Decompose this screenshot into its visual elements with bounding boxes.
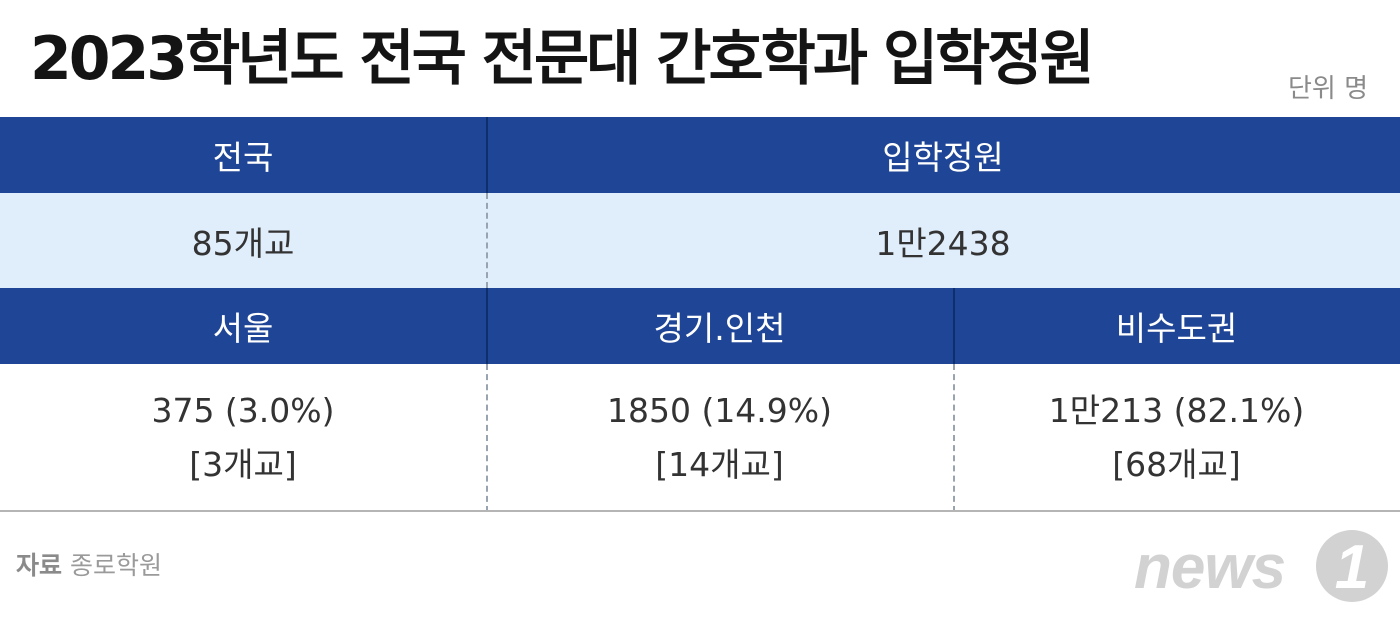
region-quota: 375 (3.0%) bbox=[151, 391, 335, 430]
region-value-gyeonggi-incheon: 1850 (14.9%) [14개교] bbox=[486, 364, 953, 512]
source-text: 종로학원 bbox=[69, 551, 162, 580]
header-nationwide: 전국 bbox=[212, 138, 274, 177]
source-credit: 자료 종로학원 bbox=[16, 546, 162, 582]
column-divider bbox=[953, 364, 955, 512]
region-schools: [3개교] bbox=[189, 445, 297, 484]
region-header-seoul: 서울 bbox=[212, 309, 274, 348]
column-divider bbox=[486, 288, 488, 364]
total-quota: 1만2438 bbox=[875, 223, 1011, 263]
region-value-seoul: 375 (3.0%) [3개교] bbox=[0, 364, 486, 512]
column-divider bbox=[486, 193, 488, 288]
region-quota: 1850 (14.9%) bbox=[606, 391, 833, 430]
region-header-gyeonggi-incheon: 경기.인천 bbox=[653, 309, 786, 348]
unit-label: 단위 명 bbox=[1287, 74, 1368, 104]
total-schools: 85개교 bbox=[191, 223, 295, 263]
logo-mark: 1 bbox=[1335, 533, 1369, 602]
total-value-row: 85개교 1만2438 bbox=[0, 193, 1400, 288]
total-header-row: 전국 입학정원 bbox=[0, 117, 1400, 193]
logo-circle bbox=[1316, 530, 1388, 602]
region-schools: [14개교] bbox=[655, 445, 784, 484]
column-divider bbox=[486, 117, 488, 193]
column-divider bbox=[486, 364, 488, 512]
header-quota: 입학정원 bbox=[882, 138, 1004, 177]
region-value-non-capital: 1만213 (82.1%) [68개교] bbox=[953, 364, 1400, 512]
region-schools: [68개교] bbox=[1112, 445, 1241, 484]
column-divider bbox=[953, 288, 955, 364]
region-header-non-capital: 비수도권 bbox=[1115, 309, 1238, 348]
source-label: 자료 bbox=[16, 551, 63, 580]
region-value-row: 375 (3.0%) [3개교] 1850 (14.9%) [14개교] 1만2… bbox=[0, 364, 1400, 512]
region-header-row: 서울 경기.인천 비수도권 bbox=[0, 288, 1400, 364]
page-title: 2023학년도 전국 전문대 간호학과 입학정원 bbox=[30, 24, 1095, 94]
region-quota: 1만213 (82.1%) bbox=[1048, 391, 1305, 430]
table-bottom-rule bbox=[0, 510, 1400, 512]
news1-logo: news 1 bbox=[1134, 530, 1388, 602]
logo-text: news bbox=[1134, 533, 1285, 602]
